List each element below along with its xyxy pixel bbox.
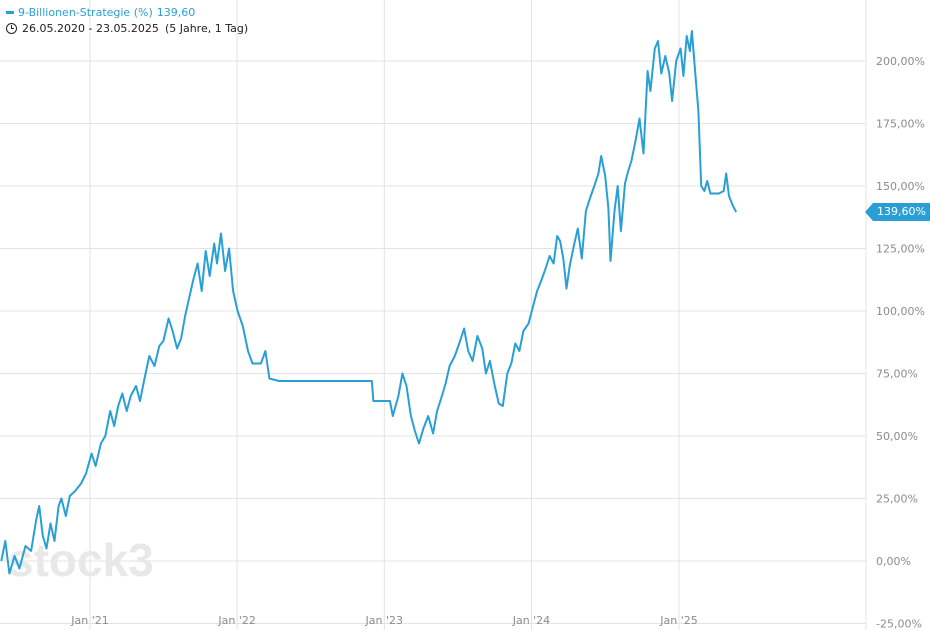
y-tick-label: 25,00% bbox=[876, 493, 918, 506]
y-tick-label: 75,00% bbox=[876, 368, 918, 381]
x-tick-label: Jan '24 bbox=[512, 614, 550, 627]
series-line bbox=[0, 30, 738, 575]
watermark-logo: stock3 bbox=[8, 534, 154, 586]
y-tick-label: 175,00% bbox=[876, 118, 925, 131]
last-value-tag: 139,60% bbox=[865, 203, 930, 221]
series-layer bbox=[0, 30, 738, 575]
x-axis: Jan '21 Jan '22 Jan '23 Jan '24 Jan '25 bbox=[70, 614, 697, 627]
y-tick-label: 125,00% bbox=[876, 243, 925, 256]
clock-icon bbox=[6, 22, 17, 34]
y-tick-label: 50,00% bbox=[876, 430, 918, 443]
x-tick-label: Jan '21 bbox=[70, 614, 108, 627]
y-axis: 200,00% 175,00% 150,00% 125,00% 100,00% 75,00… bbox=[876, 55, 925, 630]
period-range: 26.05.2020 - 23.05.2025 bbox=[22, 22, 159, 35]
period-span: (5 Jahre, 1 Tag) bbox=[164, 22, 249, 35]
x-tick-label: Jan '25 bbox=[659, 614, 697, 627]
legend: 9-Billionen-Strategie (%) 139,60 bbox=[6, 5, 195, 20]
legend-series-name: 9-Billionen-Strategie (%) bbox=[18, 6, 153, 19]
y-tick-label: 100,00% bbox=[876, 305, 925, 318]
x-tick-label: Jan '23 bbox=[365, 614, 403, 627]
y-tick-label: 200,00% bbox=[876, 55, 925, 68]
y-tick-label: 150,00% bbox=[876, 180, 925, 193]
period-info: 26.05.2020 - 23.05.2025 (5 Jahre, 1 Tag) bbox=[6, 21, 248, 36]
x-tick-label: Jan '22 bbox=[217, 614, 255, 627]
series-swatch-icon bbox=[6, 10, 14, 14]
y-tick-label: 0,00% bbox=[876, 555, 911, 568]
legend-last-value: 139,60 bbox=[156, 6, 196, 19]
y-tick-label: -25,00% bbox=[876, 618, 922, 630]
